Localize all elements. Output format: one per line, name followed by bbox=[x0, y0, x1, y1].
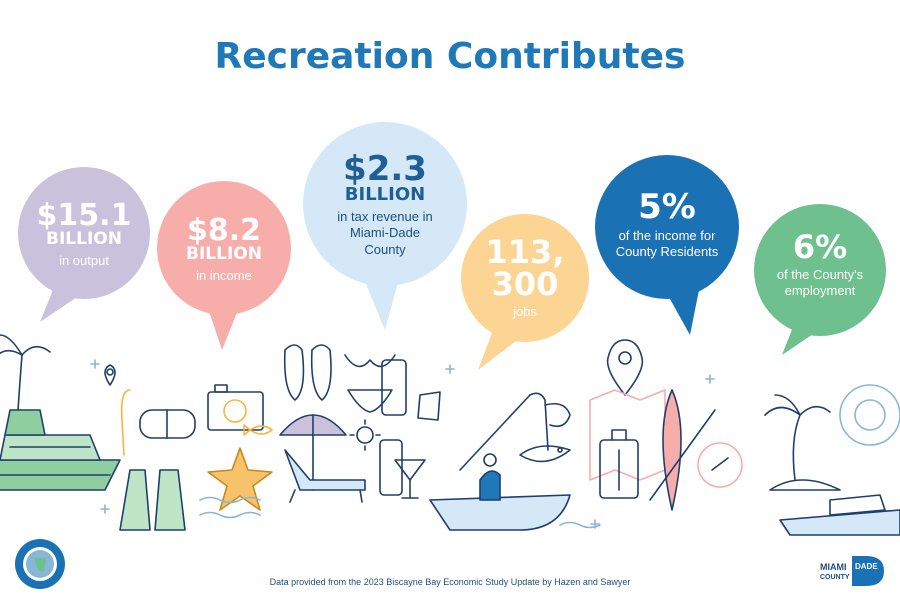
jobs-bubble-tail bbox=[478, 325, 520, 370]
tax-label-line3: County bbox=[364, 241, 406, 257]
kayak-icon bbox=[649, 389, 716, 511]
employment-label-line1: of the County's bbox=[776, 266, 864, 282]
residents-label-line1: of the income for bbox=[618, 227, 716, 243]
residents-label-line2: County Residents bbox=[615, 244, 719, 259]
life-ring-icon bbox=[839, 384, 900, 446]
sparkle-decorations bbox=[90, 359, 715, 529]
jobs-value-line1: 113, bbox=[485, 232, 565, 271]
output-stat: $15.1 BILLION in output bbox=[22, 175, 146, 295]
output-label: in output bbox=[59, 252, 109, 268]
income-bubble-tail bbox=[207, 305, 240, 350]
miami-dade-line1: MIAMI bbox=[820, 562, 847, 572]
source-footnote: Data provided from the 2023 Biscayne Bay… bbox=[269, 577, 631, 587]
tax-label-line1: in tax revenue in bbox=[337, 209, 433, 225]
lounge-chair-icon bbox=[284, 449, 366, 503]
jobs-label: jobs bbox=[513, 303, 537, 319]
tax-value: $2.3 bbox=[343, 149, 427, 190]
cruise-ship-icon bbox=[0, 409, 121, 491]
jobs-bubble-shape bbox=[461, 214, 589, 342]
sunscreen-icon bbox=[381, 359, 441, 421]
yacht-icon bbox=[779, 494, 900, 536]
camera-icon bbox=[207, 384, 264, 431]
starfish-icon bbox=[207, 447, 273, 511]
fishing-boat-icon bbox=[429, 453, 571, 531]
page-title: Recreation Contributes bbox=[214, 36, 686, 77]
luggage-icon bbox=[599, 429, 639, 499]
output-unit: BILLION bbox=[46, 228, 122, 249]
tax-bubble-tail bbox=[360, 270, 400, 330]
snorkel-mask-icon bbox=[120, 389, 196, 456]
miami-dade-logo: DADE bbox=[852, 556, 884, 586]
map-pin-icon-small bbox=[104, 364, 116, 386]
residents-bubble-tail bbox=[665, 285, 700, 335]
sfwmd-seal-logo bbox=[15, 539, 65, 589]
tax-unit: BILLION bbox=[344, 184, 426, 206]
jobs-stat: 113, 300 jobs bbox=[466, 222, 584, 334]
palm-tree-icon bbox=[0, 334, 51, 411]
waves-decoration bbox=[199, 496, 601, 529]
employment-bubble-shape bbox=[754, 204, 886, 336]
bikini-icon bbox=[344, 354, 396, 413]
tax-label-line2: Miami-Dade bbox=[349, 225, 421, 241]
residents-value: 5% bbox=[638, 186, 696, 227]
employment-label: of the County's employment bbox=[777, 267, 863, 300]
compass-icon bbox=[697, 442, 743, 488]
jobs-value-line2: 300 bbox=[491, 264, 559, 303]
residents-label: of the income for County Residents bbox=[616, 228, 719, 261]
tax-stat: $2.3 BILLION in tax revenue in Miami-Dad… bbox=[310, 140, 460, 270]
output-bubble-shape bbox=[18, 167, 150, 299]
miami-dade-line2: COUNTY bbox=[820, 574, 850, 581]
flip-flops-icon bbox=[283, 344, 332, 401]
income-value: $8.2 bbox=[186, 212, 262, 248]
miami-dade-wordmark: MIAMI COUNTY bbox=[820, 562, 850, 582]
island-icon bbox=[764, 394, 841, 491]
fins-icon bbox=[119, 469, 186, 531]
jumping-fish-icon bbox=[519, 445, 571, 463]
tax-label: in tax revenue in Miami-Dade County bbox=[337, 209, 432, 258]
residents-stat: 5% of the income for County Residents bbox=[598, 170, 736, 280]
output-value: $15.1 bbox=[36, 197, 132, 233]
income-label: in income bbox=[196, 267, 252, 283]
residents-bubble-shape bbox=[595, 155, 739, 299]
employment-bubble-tail bbox=[782, 322, 822, 355]
employment-stat: 6% of the County's employment bbox=[758, 215, 882, 315]
income-bubble-shape bbox=[157, 181, 291, 315]
map-pin-icon bbox=[606, 339, 644, 396]
beach-umbrella-icon bbox=[279, 414, 347, 491]
employment-value: 6% bbox=[792, 227, 848, 266]
fishing-rod-icon bbox=[459, 392, 571, 471]
output-bubble-tail bbox=[40, 285, 80, 322]
miami-dade-logo-word: DADE bbox=[855, 562, 878, 571]
cocktail-icon bbox=[379, 439, 426, 499]
income-unit: BILLION bbox=[186, 243, 262, 264]
sun-icon bbox=[349, 419, 381, 451]
recreation-illustration bbox=[0, 334, 900, 536]
fish-icon bbox=[243, 424, 273, 436]
tax-bubble-shape bbox=[303, 122, 467, 286]
map-icon bbox=[589, 389, 666, 481]
employment-label-line2: employment bbox=[784, 283, 856, 298]
income-stat: $8.2 BILLION in income bbox=[160, 190, 288, 310]
